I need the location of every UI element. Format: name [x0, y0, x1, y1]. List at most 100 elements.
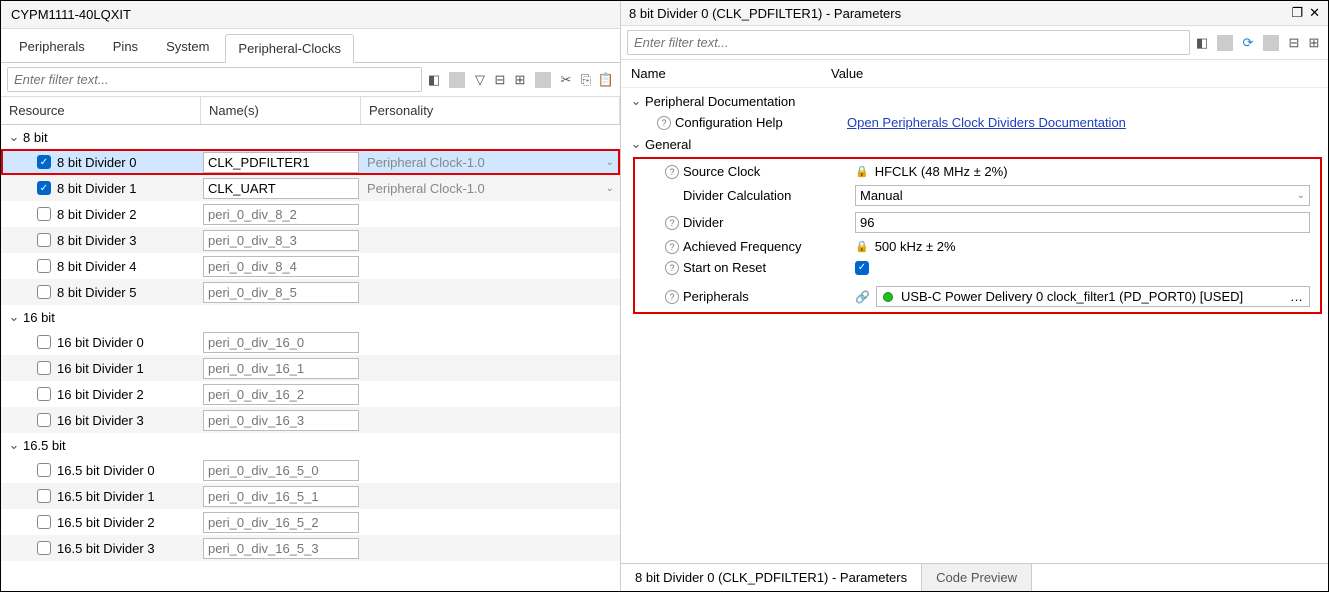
- enable-checkbox[interactable]: [37, 285, 51, 299]
- personality-cell[interactable]: Peripheral Clock-1.0⌄: [361, 155, 620, 170]
- doc-link[interactable]: Open Peripherals Clock Dividers Document…: [847, 115, 1126, 130]
- right-filter-input[interactable]: [627, 30, 1190, 55]
- expand-all-icon[interactable]: ⊞: [512, 72, 528, 88]
- peripherals-label: Peripherals: [683, 289, 749, 304]
- group-8-bit[interactable]: ⌄8 bit: [1, 125, 620, 149]
- achieved-freq-value: 500 kHz ± 2%: [875, 239, 956, 254]
- table-row[interactable]: 8 bit Divider 3: [1, 227, 620, 253]
- table-row[interactable]: 16.5 bit Divider 1: [1, 483, 620, 509]
- name-input[interactable]: [203, 204, 359, 225]
- enable-checkbox[interactable]: [37, 515, 51, 529]
- divider-input[interactable]: [855, 212, 1310, 233]
- table-row[interactable]: 16.5 bit Divider 3: [1, 535, 620, 561]
- enable-checkbox[interactable]: [37, 233, 51, 247]
- enable-checkbox[interactable]: [37, 259, 51, 273]
- table-row[interactable]: 16 bit Divider 2: [1, 381, 620, 407]
- start-on-reset-checkbox[interactable]: ✓: [855, 261, 869, 275]
- tab-pins[interactable]: Pins: [101, 33, 150, 62]
- left-tabs: PeripheralsPinsSystemPeripheral-Clocks: [1, 29, 620, 63]
- enable-checkbox[interactable]: [37, 207, 51, 221]
- enable-checkbox[interactable]: ✓: [37, 155, 51, 169]
- enable-checkbox[interactable]: [37, 413, 51, 427]
- param-col-name[interactable]: Name: [631, 66, 831, 81]
- group-peripheral-doc[interactable]: ⌄Peripheral Documentation: [627, 90, 1328, 112]
- collapse-all-icon[interactable]: ⊟: [492, 72, 508, 88]
- table-row[interactable]: 16 bit Divider 1: [1, 355, 620, 381]
- resource-label: 16.5 bit Divider 0: [57, 463, 155, 478]
- refresh-icon[interactable]: ⟳: [1240, 35, 1256, 51]
- clear-filter-icon[interactable]: ◧: [426, 72, 442, 88]
- cut-icon[interactable]: ✂: [558, 72, 574, 88]
- resource-label: 8 bit Divider 0: [57, 155, 136, 170]
- table-row[interactable]: ✓8 bit Divider 1Peripheral Clock-1.0⌄: [1, 175, 620, 201]
- tab-system[interactable]: System: [154, 33, 221, 62]
- detach-icon[interactable]: ❐: [1291, 5, 1303, 21]
- table-row[interactable]: 16 bit Divider 0: [1, 329, 620, 355]
- filter-icon[interactable]: ▽: [472, 72, 488, 88]
- link-icon[interactable]: 🔗: [855, 290, 870, 304]
- enable-checkbox[interactable]: [37, 361, 51, 375]
- lock-icon: 🔒: [855, 240, 869, 253]
- table-row[interactable]: 8 bit Divider 2: [1, 201, 620, 227]
- help-icon[interactable]: ?: [665, 261, 679, 275]
- table-row[interactable]: 16.5 bit Divider 2: [1, 509, 620, 535]
- enable-checkbox[interactable]: [37, 335, 51, 349]
- group-16-5-bit[interactable]: ⌄16.5 bit: [1, 433, 620, 457]
- name-input[interactable]: [203, 384, 359, 405]
- name-input[interactable]: [203, 282, 359, 303]
- tab-peripheral-clocks[interactable]: Peripheral-Clocks: [225, 34, 354, 63]
- table-row[interactable]: 16 bit Divider 3: [1, 407, 620, 433]
- param-tree: ⌄Peripheral Documentation ?Configuration…: [621, 88, 1328, 316]
- help-icon[interactable]: ?: [665, 290, 679, 304]
- close-icon[interactable]: ✕: [1309, 5, 1320, 21]
- collapse-all-right-icon[interactable]: ⊟: [1286, 35, 1302, 51]
- group-16-bit[interactable]: ⌄16 bit: [1, 305, 620, 329]
- param-col-value[interactable]: Value: [831, 66, 1318, 81]
- col-header-names[interactable]: Name(s): [201, 97, 361, 124]
- name-input[interactable]: [203, 410, 359, 431]
- name-input[interactable]: [203, 230, 359, 251]
- expand-all-right-icon[interactable]: ⊞: [1306, 35, 1322, 51]
- name-input[interactable]: [203, 486, 359, 507]
- help-icon[interactable]: ?: [665, 240, 679, 254]
- name-input[interactable]: [203, 358, 359, 379]
- table-row[interactable]: ✓ 8 bit Divider 0 Peripheral Clock-1.0⌄: [1, 149, 620, 175]
- name-input[interactable]: [203, 152, 359, 173]
- clear-filter-right-icon[interactable]: ◧: [1194, 35, 1210, 51]
- bottom-tab-0[interactable]: 8 bit Divider 0 (CLK_PDFILTER1) - Parame…: [621, 564, 922, 591]
- enable-checkbox[interactable]: [37, 541, 51, 555]
- enable-checkbox[interactable]: ✓: [37, 181, 51, 195]
- name-input[interactable]: [203, 512, 359, 533]
- resource-label: 16.5 bit Divider 1: [57, 489, 155, 504]
- col-header-personality[interactable]: Personality: [361, 97, 620, 124]
- personality-cell[interactable]: Peripheral Clock-1.0⌄: [361, 181, 620, 196]
- table-row[interactable]: 8 bit Divider 4: [1, 253, 620, 279]
- name-input[interactable]: [203, 460, 359, 481]
- help-icon[interactable]: ?: [665, 216, 679, 230]
- copy-icon[interactable]: ⎘: [578, 72, 594, 88]
- bottom-tab-1[interactable]: Code Preview: [922, 564, 1032, 591]
- name-input[interactable]: [203, 178, 359, 199]
- peripherals-selector[interactable]: USB-C Power Delivery 0 clock_filter1 (PD…: [876, 286, 1310, 307]
- divider-calc-dropdown[interactable]: Manual⌄: [855, 185, 1310, 206]
- name-input[interactable]: [203, 256, 359, 277]
- enable-checkbox[interactable]: [37, 489, 51, 503]
- enable-checkbox[interactable]: [37, 463, 51, 477]
- resource-label: 16 bit Divider 2: [57, 387, 144, 402]
- table-row[interactable]: 8 bit Divider 5: [1, 279, 620, 305]
- left-filter-input[interactable]: [7, 67, 422, 92]
- help-icon[interactable]: ?: [657, 116, 671, 130]
- device-title-tab[interactable]: CYPM1111-40LQXIT: [1, 1, 620, 29]
- tab-peripherals[interactable]: Peripherals: [7, 33, 97, 62]
- divider-label: Divider: [683, 215, 723, 230]
- col-header-resource[interactable]: Resource: [1, 97, 201, 124]
- enable-checkbox[interactable]: [37, 387, 51, 401]
- table-row[interactable]: 16.5 bit Divider 0: [1, 457, 620, 483]
- name-input[interactable]: [203, 332, 359, 353]
- group-general[interactable]: ⌄General: [627, 133, 1328, 155]
- ellipsis-icon[interactable]: …: [1290, 289, 1303, 304]
- name-input[interactable]: [203, 538, 359, 559]
- help-icon[interactable]: ?: [665, 165, 679, 179]
- paste-icon[interactable]: 📋: [598, 72, 614, 88]
- right-panel-title: 8 bit Divider 0 (CLK_PDFILTER1) - Parame…: [629, 6, 901, 21]
